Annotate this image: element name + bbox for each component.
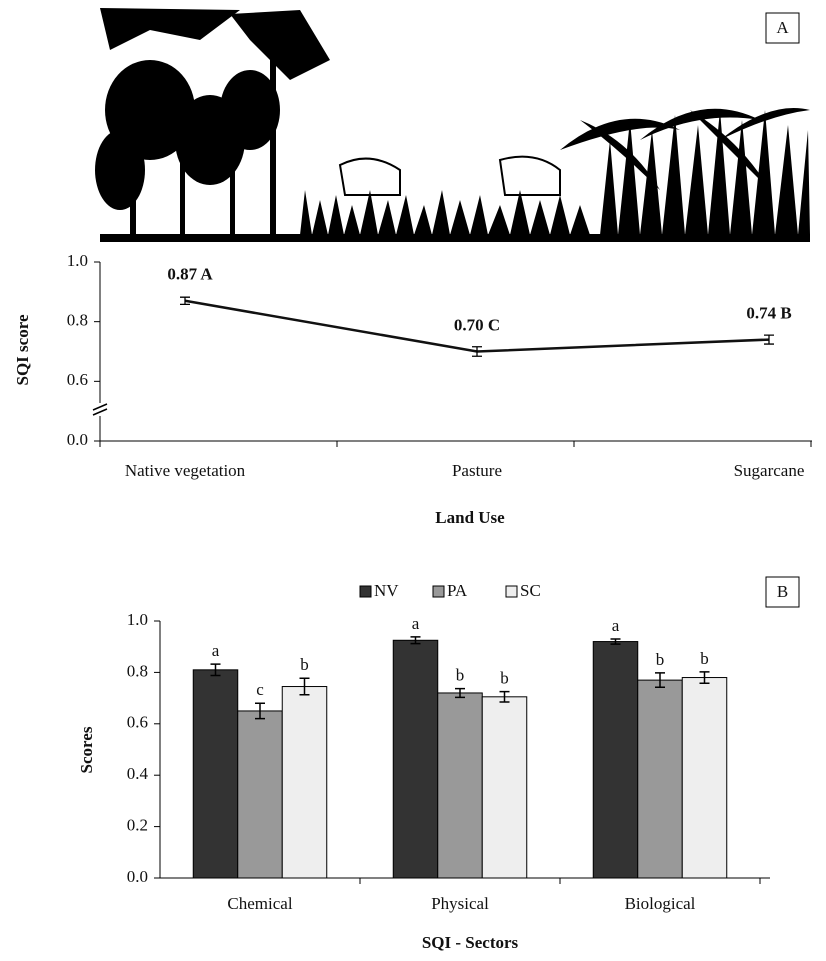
legend-label: NV xyxy=(374,581,399,600)
y-tick-label: 0.6 xyxy=(67,370,88,389)
bar xyxy=(281,686,328,879)
error-bar xyxy=(180,296,190,306)
bar xyxy=(237,710,283,879)
y-axis-title: SQI score xyxy=(13,314,32,385)
x-tick-label: Chemical xyxy=(227,894,292,913)
axis-break xyxy=(92,403,108,416)
legend-label: PA xyxy=(447,581,468,600)
x-axis-title: Land Use xyxy=(435,508,505,527)
legend-label: SC xyxy=(520,581,541,600)
data-label: 0.87 A xyxy=(167,265,213,284)
error-bar xyxy=(410,636,421,645)
bar xyxy=(592,641,639,879)
significance-letter: b xyxy=(300,655,309,674)
data-label: 0.74 B xyxy=(746,303,791,322)
error-bar xyxy=(699,671,710,684)
bar xyxy=(481,696,528,879)
significance-letter: a xyxy=(412,614,420,633)
panel-label: B xyxy=(777,582,788,601)
legend-swatch xyxy=(505,585,518,598)
bar xyxy=(192,669,239,879)
bar xyxy=(437,692,483,879)
y-tick-label: 0.8 xyxy=(67,311,88,330)
bar xyxy=(392,639,439,879)
y-tick-label: 1.0 xyxy=(67,251,88,270)
panel-label-box xyxy=(765,12,800,44)
y-tick-label: 0.6 xyxy=(127,713,148,732)
error-bar xyxy=(455,687,465,699)
data-label: 0.70 C xyxy=(454,315,500,334)
y-tick-label: 0.8 xyxy=(127,661,148,680)
y-tick-label: 0.2 xyxy=(127,816,148,835)
significance-letter: a xyxy=(212,641,220,660)
bar xyxy=(637,679,683,879)
legend-swatch xyxy=(432,585,445,598)
error-bar xyxy=(610,638,621,645)
bar xyxy=(681,677,728,879)
error-bar xyxy=(255,702,265,720)
legend-swatch xyxy=(359,585,372,598)
x-axis-title: SQI - Sectors xyxy=(422,933,519,952)
panel-label-box xyxy=(765,576,800,608)
error-bar xyxy=(472,346,482,357)
error-bar xyxy=(499,690,510,703)
y-tick-label: 0.4 xyxy=(127,764,149,783)
error-bar xyxy=(299,677,310,696)
significance-letter: b xyxy=(500,669,509,688)
significance-letter: b xyxy=(656,650,665,669)
error-bar xyxy=(764,334,774,345)
significance-letter: b xyxy=(456,665,465,684)
panel-label: A xyxy=(776,18,789,37)
significance-letter: c xyxy=(256,680,264,699)
landscape-illustration xyxy=(95,8,810,242)
x-tick-label: Physical xyxy=(431,894,489,913)
x-tick-label: Pasture xyxy=(452,461,502,480)
y-axis-title: Scores xyxy=(77,726,96,773)
y-tick-label: 0.0 xyxy=(67,430,88,449)
error-bar xyxy=(210,663,221,677)
significance-letter: a xyxy=(612,616,620,635)
x-tick-label: Biological xyxy=(625,894,696,913)
y-tick-label: 1.0 xyxy=(127,610,148,629)
error-bar xyxy=(655,672,665,689)
significance-letter: b xyxy=(700,649,709,668)
x-tick-label: Sugarcane xyxy=(734,461,805,480)
y-tick-label: 0.0 xyxy=(127,867,148,886)
x-tick-label: Native vegetation xyxy=(125,461,246,480)
